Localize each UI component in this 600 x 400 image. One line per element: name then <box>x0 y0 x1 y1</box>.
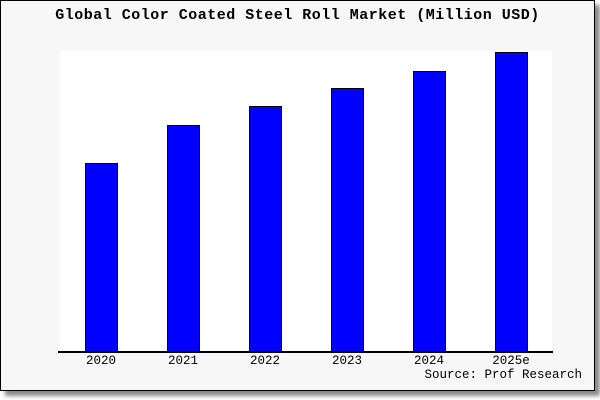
bar-2025e <box>495 52 528 352</box>
x-axis-labels: 2020 2021 2022 2023 2024 2025e <box>1 1 594 390</box>
x-tick-label-2023: 2023 <box>331 354 362 368</box>
chart-frame: Global Color Coated Steel Roll Market (M… <box>0 0 595 391</box>
bar-2023 <box>331 88 364 352</box>
x-tick-label-2022: 2022 <box>249 354 280 368</box>
x-tick-label-2020: 2020 <box>85 354 116 368</box>
chart-title: Global Color Coated Steel Roll Market (M… <box>55 7 540 24</box>
bar-2020 <box>85 163 118 352</box>
source-attribution: Source: Prof Research <box>424 368 582 382</box>
x-tick-label-2025e: 2025e <box>492 354 530 368</box>
plot-area <box>60 51 552 352</box>
x-tick-label-2024: 2024 <box>413 354 444 368</box>
x-tick-label-2021: 2021 <box>167 354 198 368</box>
x-axis-line <box>58 351 553 353</box>
bar-2024 <box>413 71 446 352</box>
